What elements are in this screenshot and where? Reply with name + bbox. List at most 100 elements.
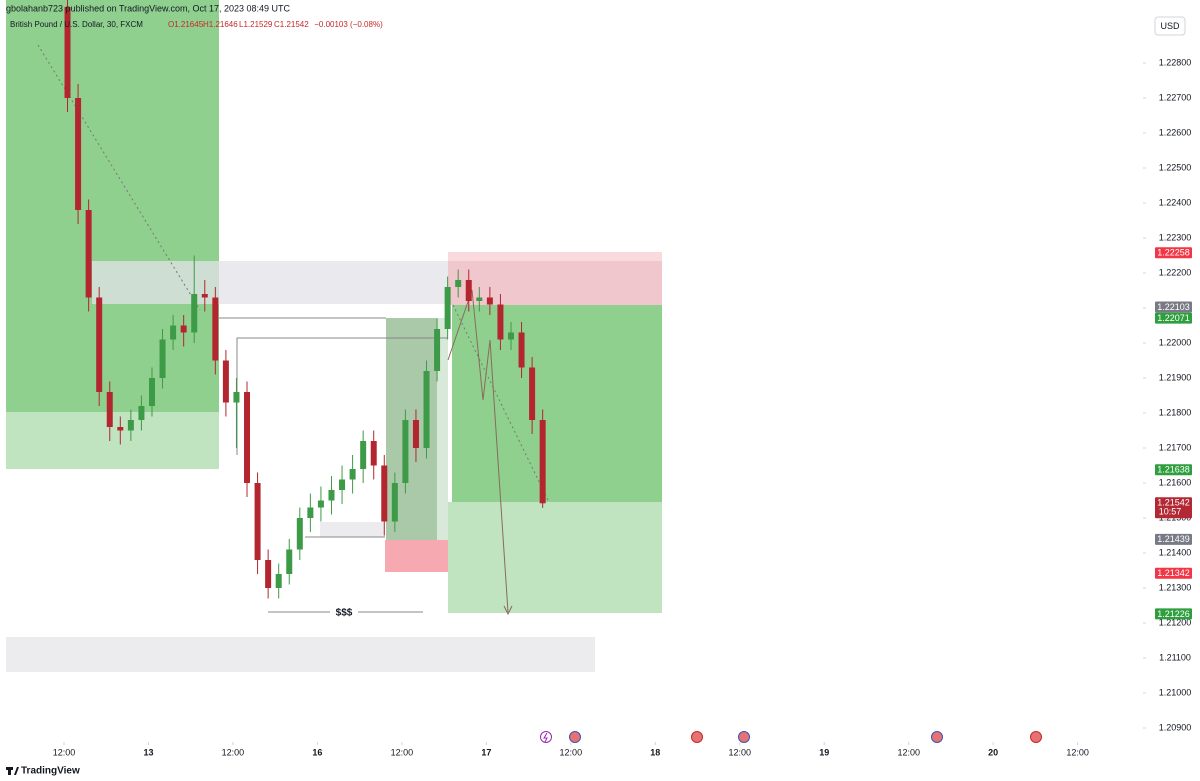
candle-body: [180, 325, 187, 333]
candle-body: [64, 7, 71, 98]
x-tick-label: 12:00: [897, 747, 920, 757]
logo-part: [8, 767, 11, 775]
short-stop-edge: [448, 252, 662, 261]
x-tick-label: 12:00: [391, 747, 414, 757]
price-tag-label: 1.21226: [1157, 609, 1190, 619]
candle-body: [444, 287, 451, 329]
y-tick-label: 1.21100: [1159, 652, 1191, 662]
footer-brand: TradingView: [21, 766, 80, 777]
x-tick-label: 12:00: [53, 747, 76, 757]
currency[interactable]: USD: [1160, 21, 1180, 31]
candle-body: [222, 360, 229, 403]
small-zone: [320, 522, 385, 537]
candle-body: [486, 297, 493, 305]
long-position-profit: [6, 0, 219, 412]
candle-body: [539, 420, 546, 504]
current-price-tag: [1155, 497, 1192, 519]
price-tag: [1155, 533, 1192, 545]
candle-body: [328, 490, 335, 501]
demand-zone: [6, 637, 595, 672]
y-tick-label: 1.21900: [1159, 372, 1192, 382]
candle-body: [170, 325, 177, 340]
currency-box[interactable]: [1154, 16, 1186, 36]
candle-body: [75, 98, 82, 210]
price-tag-label: 1.21342: [1157, 568, 1190, 578]
candle-body: [518, 332, 525, 368]
price-tag: [1155, 301, 1192, 313]
candle-body: [138, 406, 145, 420]
ohlc-high: H1.21646: [203, 20, 238, 29]
short-position-target: [448, 502, 662, 613]
candle-body: [476, 297, 483, 301]
y-tick-label: 1.22600: [1159, 127, 1192, 137]
price-tag: [1155, 567, 1192, 579]
price-tag-label: 1.22071: [1157, 313, 1190, 323]
candle-body: [402, 420, 409, 483]
symbol: British Pound / U.S. Dollar, 30, FXCM: [10, 20, 143, 29]
x-tick-label: 17: [481, 747, 491, 757]
drawings: [6, 0, 662, 672]
x-tick-label: 13: [143, 747, 153, 757]
y-tick-label: 1.21700: [1159, 442, 1192, 452]
current-price-label: 1.21542: [1157, 498, 1190, 508]
event-icon[interactable]: [931, 731, 943, 743]
y-tick-label: 1.20900: [1159, 722, 1192, 732]
price-tag: [1155, 464, 1192, 476]
y-tick-label: 1.21800: [1159, 407, 1192, 417]
candle-body: [275, 574, 282, 588]
y-tick-label: 1.22300: [1159, 232, 1192, 242]
y-tick-label: 1.21400: [1159, 547, 1192, 557]
event-icon-bolt: [543, 732, 548, 743]
entry-zone-edge: [437, 318, 448, 540]
x-tick-label: 20: [988, 747, 998, 757]
candle-body: [254, 483, 261, 560]
candle-body: [117, 427, 124, 431]
projection-arrow: [447, 289, 509, 613]
y-tick-label: 1.21600: [1159, 477, 1192, 487]
price-tag: [1155, 247, 1192, 259]
event-icon[interactable]: [540, 731, 552, 743]
stop-zone: [385, 540, 448, 572]
event-icon[interactable]: [691, 731, 703, 743]
event-icon[interactable]: [1030, 731, 1042, 743]
logo-part: [14, 767, 19, 775]
candle-body: [233, 392, 240, 403]
candle-body: [497, 304, 504, 340]
candle-body: [106, 392, 113, 427]
arrow-head: [503, 605, 513, 616]
dotted-trend: [452, 304, 549, 501]
ohlc-open: O1.21645: [168, 20, 204, 29]
event-icon[interactable]: [569, 731, 581, 743]
candle-body: [265, 560, 272, 588]
short-position-stop: [448, 261, 662, 305]
candle-body: [412, 420, 419, 448]
candle-body: [96, 297, 103, 392]
y-tick-label: 1.22000: [1159, 337, 1192, 347]
candle-body: [244, 392, 251, 483]
candle-body: [148, 378, 155, 406]
candle-body: [127, 420, 134, 431]
candle-body: [465, 280, 472, 301]
candle-body: [391, 483, 398, 522]
event-icons: [540, 731, 1042, 743]
candles: [64, 0, 546, 599]
y-tick-label: 1.21200: [1159, 617, 1192, 627]
publisher-line: gbolahanb723 published on TradingView.co…: [6, 3, 291, 13]
y-tick-label: 1.21000: [1159, 687, 1192, 697]
short-position-profit: [452, 305, 662, 502]
candle-body: [349, 469, 356, 480]
price-tag-label: 1.22258: [1157, 248, 1190, 258]
candle-body: [423, 371, 430, 448]
candle-body: [191, 294, 198, 333]
candle-body: [507, 332, 514, 340]
ohlc-low: L1.21529: [239, 20, 273, 29]
supply-zone: [92, 261, 448, 304]
price-tag: [1155, 608, 1192, 620]
candle-body: [455, 280, 462, 287]
candle-body: [317, 500, 324, 508]
event-icon[interactable]: [738, 731, 750, 743]
candle-body: [159, 339, 166, 378]
candle-body: [360, 441, 367, 469]
